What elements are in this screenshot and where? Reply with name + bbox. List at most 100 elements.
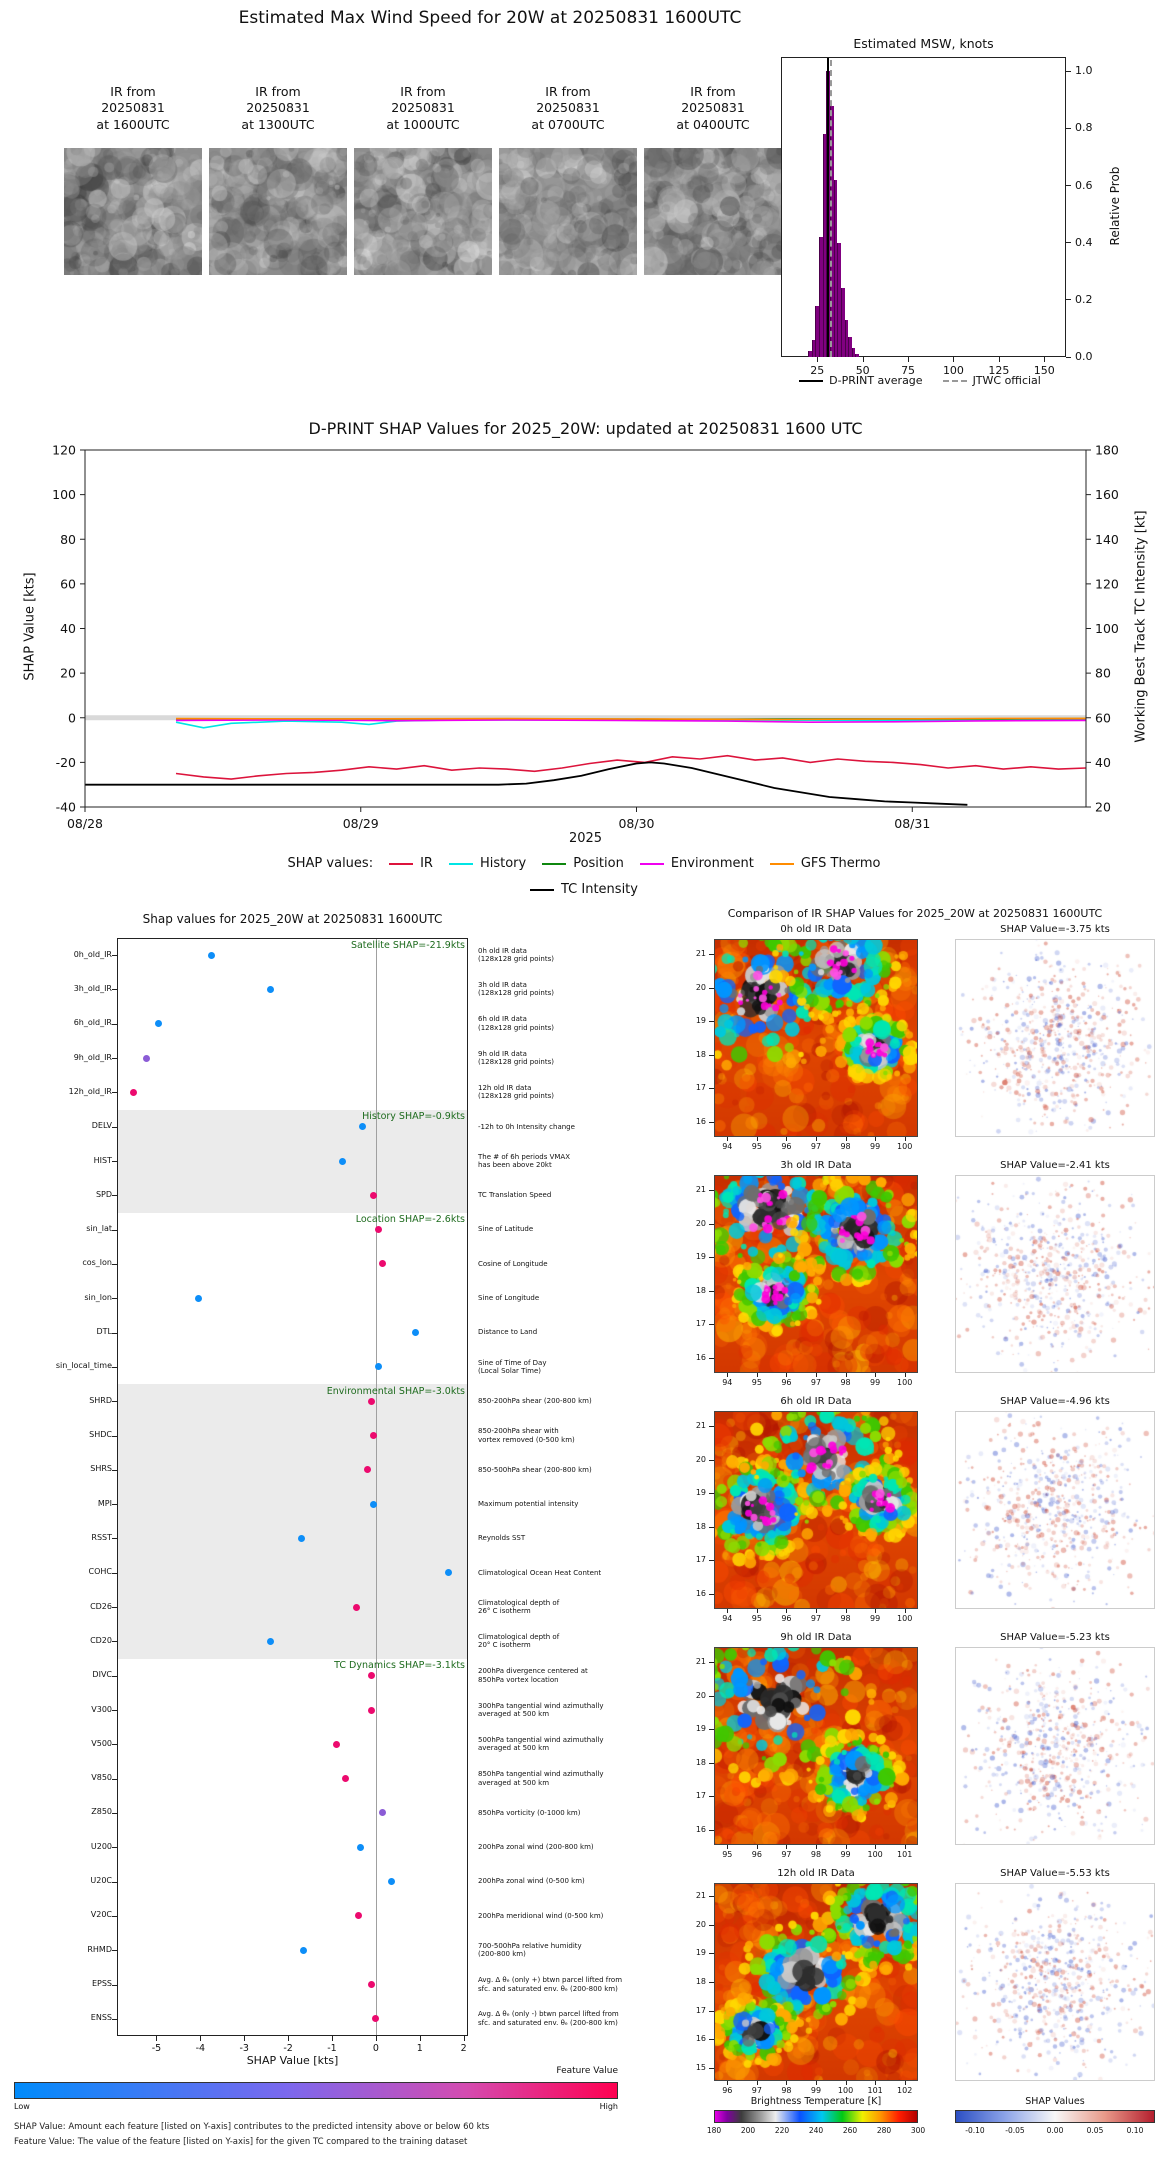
ir-thumbnail-image [644, 148, 782, 275]
lat-tick-mark [709, 2039, 714, 2041]
lon-tick-label: 97 [810, 1142, 822, 1151]
lon-tick-mark [816, 1373, 817, 1377]
timeseries-legend-title: SHAP values: [287, 856, 374, 871]
y-tick-label: 20 [1095, 800, 1111, 815]
y-tick-mark [112, 1915, 117, 1917]
ir-thumbnail-label: IR from 20250831 at 1000UTC [386, 84, 460, 132]
y-tick-label: 80 [1095, 666, 1111, 681]
feature-description: 850-200hPa shear with vortex removed (0-… [478, 1427, 575, 1444]
lon-tick-label: 99 [870, 1378, 881, 1387]
y-tick-label: 100 [52, 487, 76, 502]
lon-tick-mark [875, 1137, 877, 1141]
feature-label: sin_lat [86, 1224, 112, 1234]
lat-tick-mark [709, 1695, 714, 1697]
lat-tick-label: 18 [695, 1977, 706, 1986]
histogram-ylabel: Relative Prob [1108, 166, 1122, 246]
y-tick-mark [112, 1744, 117, 1746]
lon-tick-mark [816, 1609, 817, 1613]
ir-thumbnail-image [209, 148, 347, 275]
shap-image-canvas [956, 940, 1154, 1136]
lon-tick-label: 95 [751, 1142, 762, 1151]
lat-tick-mark [709, 1493, 714, 1495]
lat-tick-label: 17 [695, 1083, 706, 1093]
y-tick-mark [1066, 299, 1071, 301]
feature-dot [370, 1191, 378, 1199]
lon-tick-mark [845, 1137, 847, 1141]
y-tick-label: 40 [1095, 755, 1111, 770]
legend-label: GFS Thermo [800, 856, 881, 871]
lat-tick-mark [709, 1982, 714, 1983]
feature-dot [374, 1226, 382, 1234]
feature-description: 500hPa tangential wind azimuthally avera… [478, 1735, 604, 1753]
lon-tick-label: 99 [870, 1142, 881, 1151]
lon-tick-label: 101 [867, 2086, 883, 2095]
lat-tick-label: 19 [695, 1724, 706, 1734]
ir-panel-title: 12h old IR Data [777, 1868, 855, 1879]
dotplot-xlabel: SHAP Value [kts] [246, 2054, 339, 2067]
y-tick-mark [1066, 70, 1071, 72]
y-tick-label: 0.4 [1075, 235, 1093, 249]
x-tick-label: 0 [372, 2043, 379, 2054]
feature-label: HIST [93, 1155, 112, 1165]
lat-tick-label: 17 [695, 2005, 706, 2015]
y-tick-label: 140 [1095, 532, 1119, 547]
lat-tick-mark [709, 1088, 714, 1090]
histogram-bar [844, 319, 849, 357]
feature-description: Avg. Δ θₑ (only +) btwn parcel lifted fr… [478, 1976, 623, 1993]
section-label: TC Dynamics SHAP=-3.1kts [334, 1660, 465, 1672]
lat-tick-mark [709, 1526, 714, 1528]
x-tick-label: 08/31 [894, 816, 930, 831]
shap-panel-title: SHAP Value=-5.53 kts [1000, 1868, 1110, 1879]
bt-colorbar-tick-label: 220 [774, 2126, 790, 2135]
lon-tick-mark [756, 1609, 758, 1613]
shap-image-panel [955, 939, 1155, 1137]
legend-swatch [769, 862, 794, 865]
lat-tick-mark [709, 1257, 714, 1259]
lat-tick-mark [709, 1796, 714, 1798]
feature-description: 9h old IR data (128x128 grid points) [478, 1049, 554, 1067]
x-tick-mark [244, 2036, 246, 2041]
feature-label: 12h_old_IR [68, 1086, 112, 1096]
y-tick-label: 80 [60, 532, 76, 547]
shap-image-panel [955, 1883, 1155, 2081]
y-tick-mark [112, 1572, 117, 1574]
lat-tick-mark [709, 2068, 714, 2070]
lat-tick-mark [709, 1924, 714, 1926]
lon-tick-mark [727, 1845, 729, 1849]
y-tick-label: 0.2 [1075, 292, 1093, 306]
ir-image-canvas [715, 1412, 917, 1608]
feature-dot [142, 1054, 150, 1062]
lat-tick-mark [709, 1762, 714, 1764]
ir-image-panel [714, 1647, 918, 1845]
lat-tick-label: 20 [695, 1690, 706, 1700]
x-tick-label: 2 [460, 2043, 467, 2054]
feature-label: V850 [91, 1773, 112, 1783]
feature-description: Climatological Ocean Heat Content [478, 1568, 602, 1577]
legend-item-environment: Environment [639, 856, 754, 871]
lon-tick-mark [875, 1609, 877, 1613]
y-tick-mark [1066, 185, 1071, 187]
lat-tick-label: 16 [695, 2034, 706, 2044]
y-tick-mark [112, 955, 117, 957]
lon-tick-label: 94 [722, 1378, 733, 1387]
lon-tick-mark [845, 1609, 847, 1613]
legend-item: JTWC official [942, 374, 1041, 387]
series-line-environment [175, 719, 1087, 724]
x-tick-label: -4 [195, 2043, 206, 2054]
feature-dot [129, 1088, 137, 1096]
feature-description: Avg. Δ θₑ (only -) btwn parcel lifted fr… [478, 2010, 619, 2027]
ir-image-panel [714, 1883, 918, 2081]
feature-dot [339, 1157, 347, 1165]
timeseries-title: D-PRINT SHAP Values for 2025_20W: update… [308, 419, 863, 438]
lon-tick-mark [727, 1609, 729, 1613]
lon-tick-label: 100 [897, 1142, 913, 1151]
lon-tick-label: 95 [722, 1850, 733, 1859]
y-tick-mark [112, 1538, 117, 1540]
y-tick-label: 180 [1095, 443, 1119, 458]
legend-item-tc-intensity: TC Intensity [530, 882, 638, 897]
lat-tick-mark [709, 1121, 714, 1123]
legend-swatch [542, 862, 567, 865]
feature-dot [411, 1329, 419, 1337]
legend-label: D-PRINT average [829, 374, 923, 387]
